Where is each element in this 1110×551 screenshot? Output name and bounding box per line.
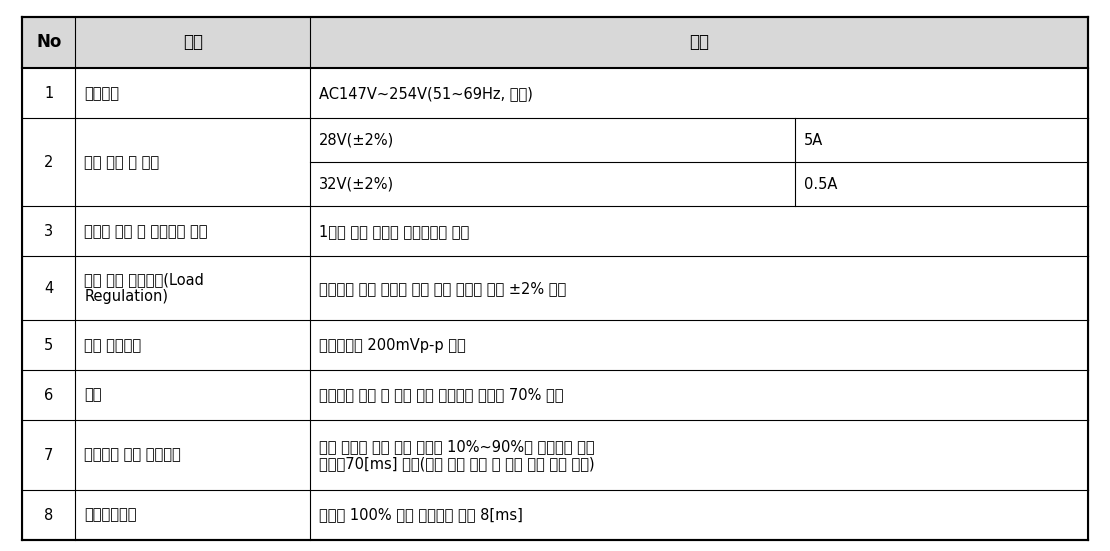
Text: 7: 7 bbox=[44, 447, 53, 463]
Text: 부하 전압 안정화율(Load
Regulation): 부하 전압 안정화율(Load Regulation) bbox=[84, 272, 204, 305]
Text: 출력 잡음전압: 출력 잡음전압 bbox=[84, 338, 141, 353]
Text: 출력 전압이 정격 출력 전압의 10%~90%에 도달하는 소요
시간띴70[ms] 이내(정격 입력 전압 및 최대 출력 전류 조건): 출력 전압이 정격 출력 전압의 10%~90%에 도달하는 소요 시간띴70[… bbox=[319, 439, 595, 471]
Text: 출력전압 정격 도달시간: 출력전압 정격 도달시간 bbox=[84, 447, 181, 463]
Text: 정격유지시간: 정격유지시간 bbox=[84, 507, 137, 522]
Text: No: No bbox=[37, 34, 61, 51]
Text: 과전류 보호 및 출력단락 보호: 과전류 보호 및 출력단락 보호 bbox=[84, 224, 208, 239]
Text: 28V(±2%): 28V(±2%) bbox=[319, 133, 394, 148]
Text: 5A: 5A bbox=[804, 133, 823, 148]
Text: 6: 6 bbox=[44, 387, 53, 403]
Text: 입력전압 범위 내에서 부하 전류 변화에 대해 ±2% 이내: 입력전압 범위 내에서 부하 전류 변화에 대해 ±2% 이내 bbox=[319, 281, 566, 296]
Text: 출력 전압 및 전류: 출력 전압 및 전류 bbox=[84, 155, 160, 170]
Text: 0.5A: 0.5A bbox=[804, 177, 837, 192]
Text: 8: 8 bbox=[44, 507, 53, 522]
Bar bbox=[310, 17, 1088, 68]
Bar bbox=[75, 17, 310, 68]
Text: 2: 2 bbox=[44, 155, 53, 170]
Text: 1분간 단락 되어도 전기적으로 보호: 1분간 단락 되어도 전기적으로 보호 bbox=[319, 224, 470, 239]
Text: 효율: 효율 bbox=[84, 387, 102, 403]
Bar bbox=[22, 17, 75, 68]
Text: 정격입력 전압 및 정격 출력 전류에서 효율은 70% 이상: 정격입력 전압 및 정격 출력 전류에서 효율은 70% 이상 bbox=[319, 387, 563, 403]
Text: 부하를 100% 가한 상태에서 최소 8[ms]: 부하를 100% 가한 상태에서 최소 8[ms] bbox=[319, 507, 523, 522]
Text: 규격: 규격 bbox=[689, 34, 709, 51]
Text: 입력전압: 입력전압 bbox=[84, 86, 120, 101]
Text: 1: 1 bbox=[44, 86, 53, 101]
Text: 3: 3 bbox=[44, 224, 53, 239]
Text: 전압전압은 200mVp-p 이내: 전압전압은 200mVp-p 이내 bbox=[319, 338, 465, 353]
Text: 32V(±2%): 32V(±2%) bbox=[319, 177, 394, 192]
Text: 4: 4 bbox=[44, 281, 53, 296]
Text: 5: 5 bbox=[44, 338, 53, 353]
Text: AC147V~254V(51~69Hz, 단상): AC147V~254V(51~69Hz, 단상) bbox=[319, 86, 533, 101]
Text: 항목: 항목 bbox=[183, 34, 203, 51]
